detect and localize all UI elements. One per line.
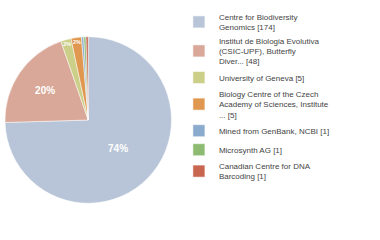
svg-text:Microsynth AG [1]: Microsynth AG [1] bbox=[219, 146, 282, 155]
svg-text:Mined from GenBank, NCBI [1]: Mined from GenBank, NCBI [1] bbox=[219, 127, 329, 136]
svg-text:Biology Centre of the CzechAca: Biology Centre of the CzechAcademy of Sc… bbox=[219, 90, 329, 120]
svg-text:2%: 2% bbox=[73, 39, 81, 45]
svg-text:University of Geneva [5]: University of Geneva [5] bbox=[219, 74, 304, 83]
svg-text:2%: 2% bbox=[63, 41, 71, 47]
svg-text:Centre for BiodiversityGenomic: Centre for BiodiversityGenomics [174] bbox=[219, 13, 298, 32]
svg-text:74%: 74% bbox=[108, 143, 128, 154]
svg-text:Institut de Biologia Evolutiva: Institut de Biologia Evolutiva(CSIC-UPF)… bbox=[219, 37, 320, 67]
svg-text:Canadian Centre for DNABarcodi: Canadian Centre for DNABarcoding [1] bbox=[219, 162, 311, 181]
svg-text:20%: 20% bbox=[35, 85, 55, 96]
